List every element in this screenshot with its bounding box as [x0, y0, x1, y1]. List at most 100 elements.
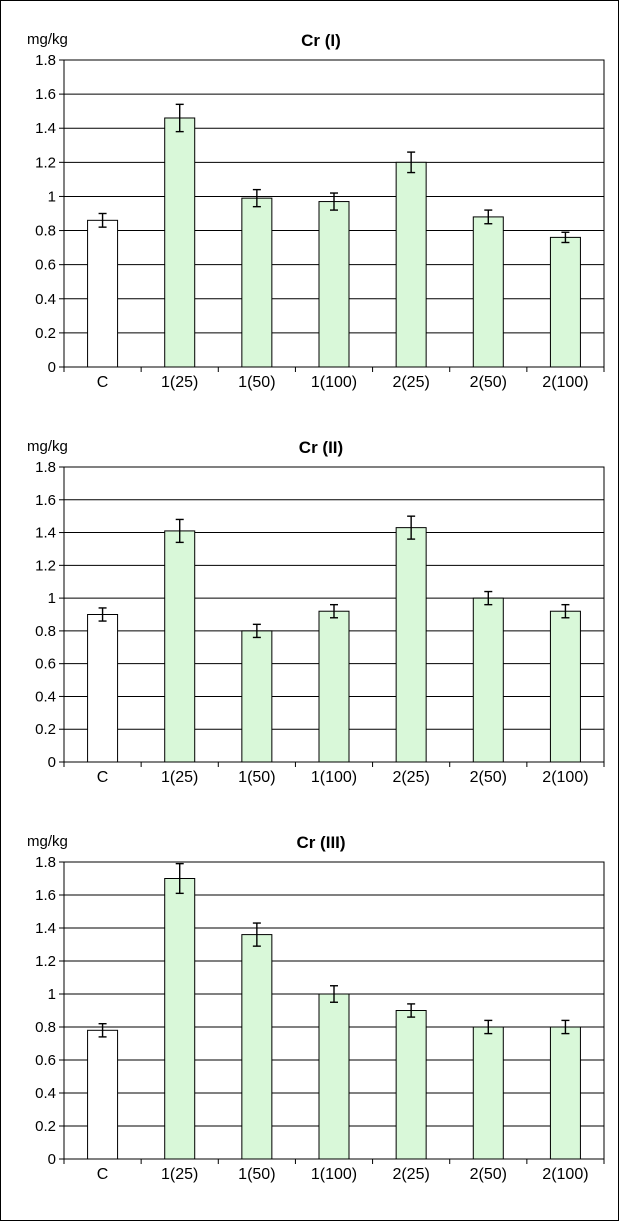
bar-2(25) — [395, 1010, 427, 1160]
error-bar — [407, 151, 416, 174]
bar-2(100) — [549, 236, 581, 368]
y-unit-label: mg/kg — [27, 833, 68, 850]
error-bar — [330, 192, 338, 211]
error-bar — [407, 515, 416, 540]
y-tick-label: 0.6 — [35, 257, 56, 274]
bar-1(25) — [164, 878, 196, 1160]
error-bar — [561, 1019, 570, 1035]
y-tick-label: 1.8 — [35, 854, 56, 871]
bar-2(100) — [549, 610, 581, 763]
y-tick-label: 1.4 — [35, 525, 56, 542]
y-tick-label: 0 — [48, 1151, 56, 1168]
y-tick-label: 0 — [48, 359, 56, 376]
y-unit-label: mg/kg — [27, 31, 68, 48]
y-tick-label: 1 — [48, 188, 56, 205]
y-tick-label: 1.4 — [35, 920, 56, 937]
y-unit-label: mg/kg — [27, 438, 68, 455]
error-bar — [407, 1003, 416, 1018]
y-tick-label: 1.8 — [35, 52, 56, 69]
bar-2(50) — [472, 597, 504, 763]
error-bar — [484, 1019, 493, 1035]
x-tick-label: 1(50) — [238, 769, 275, 786]
bar-1(100) — [318, 610, 350, 763]
y-tick-label: 1 — [48, 986, 56, 1003]
y-tick-label: 1.6 — [35, 887, 56, 904]
x-tick-label: 2(25) — [392, 374, 429, 391]
error-bar — [175, 862, 184, 895]
y-tick-label: 1.2 — [35, 557, 56, 574]
x-tick-label: 1(100) — [311, 769, 357, 786]
error-bar — [252, 922, 261, 947]
bar-1(25) — [164, 530, 196, 763]
y-tick-label: 0.2 — [35, 325, 56, 342]
x-tick-label: 1(50) — [238, 1166, 275, 1183]
y-tick-label: 0.6 — [35, 1052, 56, 1069]
x-tick-label: 1(50) — [238, 374, 275, 391]
chart-panel-2: 0 0.2 0.4 0.6 0.8 1 1.2 1.4 1.6 1.8 Cr (II) mg/kg C 1… — [27, 438, 605, 786]
x-tick-label: 1(25) — [161, 769, 198, 786]
bar-C — [87, 1029, 119, 1160]
chart-title: Cr (I) — [301, 31, 341, 50]
error-bar — [98, 1023, 107, 1038]
x-tick-label: 1(25) — [161, 1166, 198, 1183]
x-tick-label: 2(100) — [542, 1166, 588, 1183]
bar-2(25) — [395, 161, 427, 368]
chart-title: Cr (II) — [299, 438, 343, 457]
chart-panel-3: 0 0.2 0.4 0.6 0.8 1 1.2 1.4 1.6 1.8 Cr (III) mg/kg C… — [27, 833, 605, 1183]
y-tick-label: 0.4 — [35, 291, 56, 308]
y-tick-label: 0.6 — [35, 656, 56, 673]
y-tick-label: 0.8 — [35, 623, 56, 640]
x-tick-label: C — [97, 374, 109, 391]
y-tick-label: 1.2 — [35, 953, 56, 970]
error-bar — [561, 603, 570, 619]
bar-1(50) — [241, 197, 273, 368]
y-tick-label: 0.2 — [35, 1118, 56, 1135]
error-bar — [561, 231, 570, 244]
error-bar — [484, 590, 493, 606]
bar-1(100) — [318, 993, 350, 1160]
bar-1(50) — [241, 630, 273, 763]
bar-2(50) — [472, 1026, 504, 1160]
y-tick-label: 0.2 — [35, 721, 56, 738]
x-tick-label: C — [97, 1166, 109, 1183]
y-tick-label: 0.4 — [35, 688, 56, 705]
x-tick-label: 2(50) — [470, 769, 507, 786]
y-tick-label: 0.8 — [35, 1019, 56, 1036]
error-bar — [98, 212, 107, 228]
bar-2(100) — [549, 1026, 581, 1160]
error-bar — [98, 607, 107, 622]
x-tick-label: 1(100) — [311, 1166, 357, 1183]
bar-1(25) — [164, 117, 196, 368]
bar-1(50) — [241, 934, 273, 1160]
x-tick-label: 2(50) — [470, 374, 507, 391]
y-tick-label: 1.8 — [35, 459, 56, 476]
error-bar — [252, 623, 261, 639]
chart-panel-1: 0 0.2 0.4 0.6 0.8 1 1.2 1.4 1.6 1.8 Cr (I) mg/kg C 1(… — [27, 31, 605, 391]
x-tick-label: 2(100) — [542, 769, 588, 786]
bar-2(25) — [395, 527, 427, 763]
x-tick-label: 1(25) — [161, 374, 198, 391]
bar-2(50) — [472, 216, 504, 368]
chart-title: Cr (III) — [296, 833, 345, 852]
x-tick-label: 1(100) — [311, 374, 357, 391]
error-bar — [175, 518, 184, 544]
y-tick-label: 1.2 — [35, 154, 56, 171]
y-tick-label: 0 — [48, 754, 56, 771]
x-tick-label: C — [97, 769, 109, 786]
bar-C — [87, 614, 119, 763]
x-tick-label: 2(25) — [392, 769, 429, 786]
error-bar — [330, 603, 338, 619]
x-tick-label: 2(50) — [470, 1166, 507, 1183]
y-tick-label: 1.6 — [35, 492, 56, 509]
error-bar — [175, 103, 184, 133]
bar-C — [87, 219, 119, 368]
y-tick-label: 0.8 — [35, 223, 56, 240]
y-tick-label: 0.4 — [35, 1085, 56, 1102]
x-tick-label: 2(100) — [542, 374, 588, 391]
error-bar — [484, 209, 493, 225]
y-tick-label: 1.4 — [35, 120, 56, 137]
error-bar — [252, 188, 261, 208]
y-tick-label: 1.6 — [35, 86, 56, 103]
